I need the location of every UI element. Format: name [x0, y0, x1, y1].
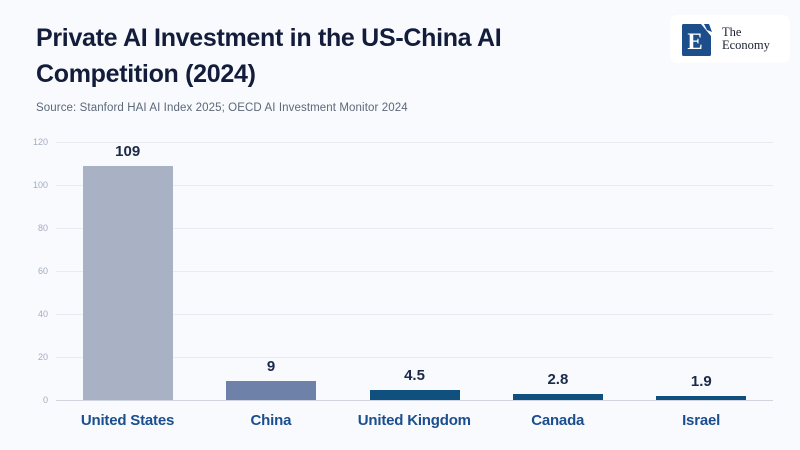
category-label-canada: Canada	[531, 412, 585, 429]
bar-chart-plot-area: 0 20 40 60 80 100 120 109 United States 9 China 4.5…	[33, 137, 773, 429]
y-tick-label-100: 100	[32, 180, 48, 190]
logo-wordmark: The Economy	[722, 26, 770, 52]
value-label-china: 9	[266, 358, 276, 375]
category-label-china: China	[250, 412, 292, 429]
category-label-united-states: United States	[80, 412, 175, 429]
svg-text:E: E	[687, 29, 702, 54]
gridline-y-20	[56, 356, 773, 358]
y-tick-label-0: 0	[42, 395, 48, 405]
logo-wordmark-line1: The	[722, 25, 742, 39]
category-label-israel: Israel	[682, 412, 721, 429]
bar-united-kingdom	[369, 390, 460, 400]
gridline-y-80	[56, 227, 773, 229]
bar-canada	[512, 394, 603, 400]
page-title: Private AI Investment in the US-China AI…	[36, 20, 656, 92]
bar-china	[226, 381, 317, 400]
bar-united-states	[82, 166, 173, 400]
page-title-line2: Competition (2024)	[36, 60, 256, 88]
value-label-canada: 2.8	[547, 371, 569, 388]
gridline-y-40	[56, 313, 773, 315]
logo-wordmark-line2: Economy	[722, 38, 770, 52]
source-note: Source: Stanford HAI AI Index 2025; OECD…	[36, 102, 408, 114]
gridline-y-60	[56, 270, 773, 272]
y-tick-label-60: 60	[37, 266, 48, 276]
value-label-united-kingdom: 4.5	[404, 367, 425, 384]
y-tick-label-80: 80	[37, 223, 48, 233]
page-title-line1: Private AI Investment in the US-China AI	[36, 24, 502, 52]
y-tick-label-20: 20	[37, 352, 48, 362]
category-label-united-kingdom: United Kingdom	[357, 412, 471, 429]
gridline-y-0	[56, 399, 773, 401]
gridline-y-100	[56, 184, 773, 186]
y-tick-label-40: 40	[37, 309, 48, 319]
value-label-united-states: 109	[115, 143, 141, 160]
y-tick-label-120: 120	[32, 137, 48, 147]
the-economy-logo: E The Economy	[670, 15, 790, 63]
logo-e-icon: E	[682, 24, 712, 56]
bar-israel	[656, 396, 747, 400]
gridline-y-120	[56, 141, 773, 143]
value-label-israel: 1.9	[690, 373, 712, 390]
